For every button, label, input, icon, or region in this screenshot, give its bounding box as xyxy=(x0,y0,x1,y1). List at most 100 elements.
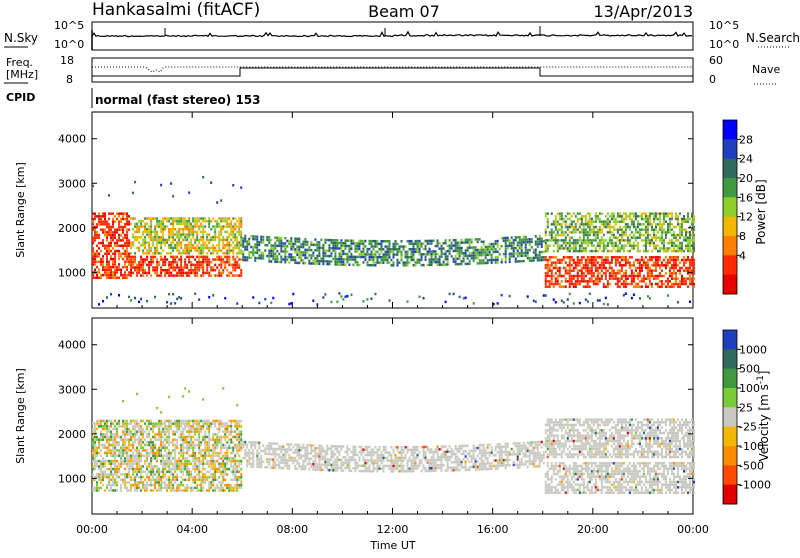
power-cell xyxy=(691,283,693,286)
power-cell xyxy=(206,261,208,264)
power-cell xyxy=(557,275,559,278)
power-cell xyxy=(409,256,411,258)
power-cell xyxy=(134,217,136,220)
power-cell xyxy=(601,228,603,231)
velocity-cell xyxy=(156,422,158,425)
power-cell xyxy=(551,256,553,259)
power-cell xyxy=(352,264,354,267)
power-cell xyxy=(144,217,146,220)
power-cell xyxy=(190,239,192,242)
power-cell xyxy=(206,269,208,272)
velocity-cell xyxy=(142,433,144,436)
velocity-cell xyxy=(204,433,206,436)
velocity-cell xyxy=(230,487,232,490)
power-cell xyxy=(515,260,517,263)
velocity-cell xyxy=(102,446,104,449)
power-cell xyxy=(156,261,158,264)
power-cell xyxy=(435,261,437,264)
power-cell xyxy=(557,247,559,250)
power-cell xyxy=(555,226,557,229)
power-cell xyxy=(679,269,681,272)
power-cell xyxy=(382,256,384,259)
power-cell xyxy=(601,250,603,253)
power-cell xyxy=(200,256,202,258)
velocity-cell xyxy=(204,436,206,439)
power-cell xyxy=(441,247,443,250)
power-cell xyxy=(380,261,382,264)
power-cell xyxy=(132,258,134,261)
power-cell xyxy=(248,243,250,246)
power-cell xyxy=(292,256,294,259)
velocity-cell xyxy=(98,441,100,444)
velocity-cell xyxy=(214,465,216,468)
velocity-cell xyxy=(200,444,202,447)
power-cell xyxy=(208,264,210,267)
power-cell xyxy=(607,244,609,247)
power-cell xyxy=(284,250,286,253)
power-cell xyxy=(567,264,569,267)
power-cell xyxy=(216,266,218,269)
velocity-cell xyxy=(162,460,164,463)
velocity-cell xyxy=(216,484,218,487)
power-cell xyxy=(417,261,419,264)
velocity-cell xyxy=(112,473,114,476)
power-cell xyxy=(100,258,102,261)
velocity-cell xyxy=(210,457,212,460)
velocity-cell xyxy=(108,436,110,439)
velocity-cell xyxy=(150,441,152,444)
power-cell xyxy=(150,233,152,236)
velocity-cell xyxy=(232,489,234,492)
power-cell xyxy=(300,254,302,257)
power-cell xyxy=(567,247,569,250)
power-cell xyxy=(338,263,340,266)
power-cell xyxy=(228,233,230,236)
power-cell xyxy=(100,263,102,266)
power-cell xyxy=(651,283,653,286)
velocity-cell xyxy=(200,441,202,444)
power-cell xyxy=(521,244,523,247)
power-cell xyxy=(429,258,431,261)
velocity-cell xyxy=(158,479,160,482)
power-cell xyxy=(208,239,210,242)
power-cell xyxy=(124,236,126,239)
power-cell xyxy=(324,255,326,257)
power-cell xyxy=(471,241,473,244)
power-cell xyxy=(304,262,306,265)
velocity-cell xyxy=(136,465,138,468)
power-cell xyxy=(202,236,204,239)
power-cell xyxy=(559,244,561,247)
power-cell xyxy=(559,228,561,231)
power-cell xyxy=(114,258,116,261)
power-cell xyxy=(140,261,142,264)
power-cell xyxy=(144,269,146,272)
power-cell xyxy=(595,283,597,286)
power-cell xyxy=(599,280,601,283)
power-cell xyxy=(126,215,128,218)
power-cell xyxy=(338,258,340,261)
power-cell xyxy=(162,217,164,220)
power-cell xyxy=(190,233,192,236)
power-cell xyxy=(673,247,675,250)
power-cell xyxy=(238,231,240,234)
power-cell xyxy=(178,269,180,272)
velocity-cell xyxy=(100,444,102,447)
power-cell xyxy=(657,244,659,247)
power-cell xyxy=(180,274,182,277)
power-cell xyxy=(196,269,198,272)
velocity-cell xyxy=(168,487,170,490)
velocity-cell xyxy=(138,425,140,428)
velocity-cell xyxy=(156,460,158,463)
velocity-cell xyxy=(212,436,214,439)
power-cell xyxy=(198,220,200,223)
power-noise-cell xyxy=(128,296,130,299)
power-cell xyxy=(200,223,202,226)
power-cell xyxy=(577,228,579,231)
power-cell xyxy=(633,261,635,264)
power-cell xyxy=(555,218,557,221)
power-cell xyxy=(671,242,673,245)
power-cell xyxy=(150,225,152,228)
velocity-cell xyxy=(172,487,174,490)
power-cell xyxy=(170,266,172,269)
power-cell xyxy=(569,277,571,280)
velocity-cell xyxy=(110,468,112,471)
